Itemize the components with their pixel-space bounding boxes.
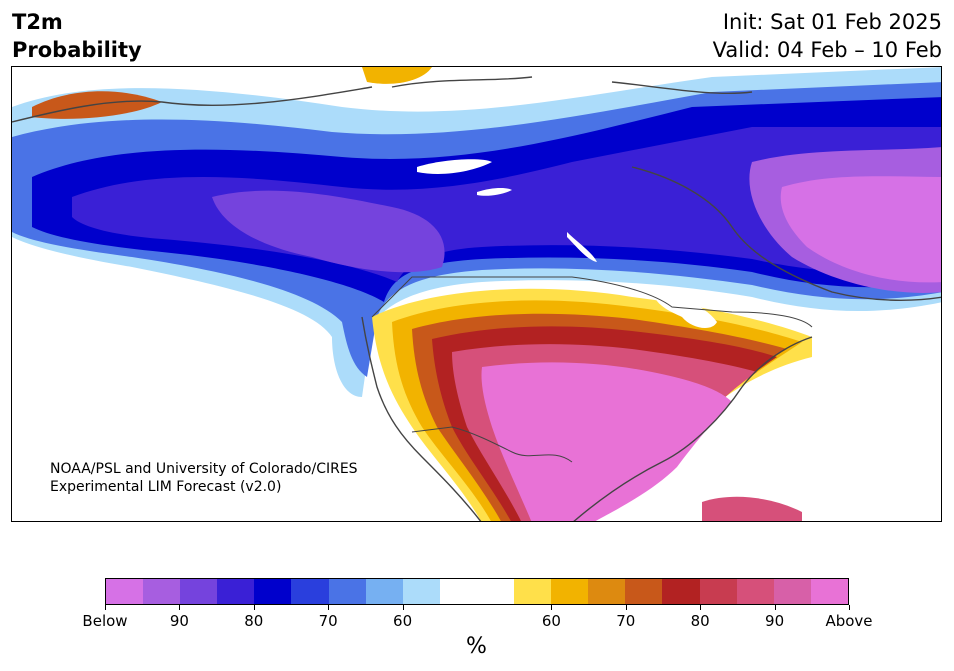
colorbar-tickmark [625,605,627,610]
colorbar-tickmark [551,605,553,610]
us-mexico-border [411,426,573,463]
colorbar-tick-label: 60 [541,612,561,630]
colorbar-swatch [217,579,255,604]
colorbar-tick-label: Above [825,612,873,630]
valid-period: Valid: 04 Feb – 10 Feb [712,38,942,62]
colorbar-swatch [180,579,218,604]
colorbar-tick-label: 60 [393,612,413,630]
arctic-warm-1 [32,91,162,119]
colorbar-swatch [551,579,589,604]
colorbar-swatch [810,579,848,604]
colorbar-swatch [699,579,737,604]
colorbar-tick-label: 90 [169,612,189,630]
colorbar-swatch [625,579,663,604]
colorbar-tickmark [179,605,181,610]
great-lakes [652,292,717,329]
arctic-warm-2 [362,67,432,84]
init-date: Init: Sat 01 Feb 2025 [722,10,942,34]
colorbar-swatch [143,579,181,604]
map-canvas [12,67,941,521]
colorbar-tickmark [700,605,702,610]
colorbar-tickmark [328,605,330,610]
colorbar-tick-label: 90 [765,612,785,630]
colorbar-tickmark [774,605,776,610]
colorbar-tickmark [105,605,106,610]
great-slave-lake [417,159,492,174]
warm-core [481,362,732,521]
map-title: T2m Probability [12,8,142,64]
colorbar-swatch [254,579,292,604]
colorbar-tickmark [402,605,404,610]
colorbar-swatch [439,579,477,604]
colorbar-swatch [476,579,515,604]
title-line-2: Probability [12,38,142,62]
map-credit: NOAA/PSL and University of Colorado/CIRE… [50,460,358,496]
coastline [12,76,941,521]
colorbar-swatch [773,579,811,604]
colorbar-tick-label: Below [82,612,128,630]
colorbar-tickmark [849,605,850,610]
probability-map: NOAA/PSL and University of Colorado/CIRE… [11,66,942,522]
colorbar-tick-label: 80 [690,612,710,630]
colorbar-tick-label: 70 [318,612,338,630]
colorbar-swatch [514,579,552,604]
colorbar-tick-label: 70 [616,612,636,630]
colorbar-tickmark [253,605,255,610]
colorbar-swatch [736,579,774,604]
credit-line-1: NOAA/PSL and University of Colorado/CIRE… [50,461,358,477]
credit-line-2: Experimental LIM Forecast (v2.0) [50,479,282,495]
colorbar-swatch [291,579,329,604]
colorbar [105,578,849,605]
colorbar-swatch [662,579,700,604]
us-canada-border [371,276,813,328]
colorbar-units: % [466,634,487,659]
colorbar-swatch [588,579,626,604]
caribbean-warm [702,496,802,521]
cold-band-ne-core [780,176,941,283]
cold-band-5 [212,190,445,273]
colorbar-swatch [328,579,366,604]
colorbar-swatch [106,579,144,604]
lake-athabasca [477,187,512,196]
forecast-dates: Init: Sat 01 Feb 2025 Valid: 04 Feb – 10… [713,8,942,64]
title-line-1: T2m [12,10,63,34]
colorbar-swatch [402,579,440,604]
colorbar-swatch [365,579,403,604]
colorbar-tick-label: 80 [244,612,264,630]
lake-winnipeg [567,232,597,262]
